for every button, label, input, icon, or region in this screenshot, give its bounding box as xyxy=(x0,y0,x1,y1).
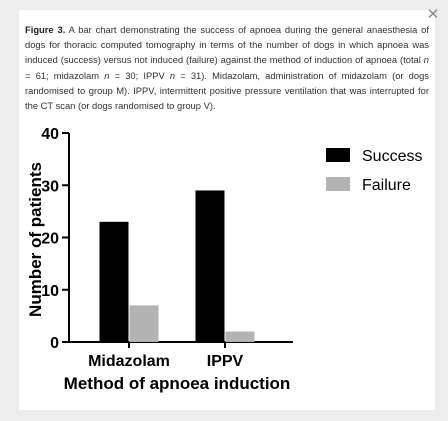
close-icon[interactable]: ✕ xyxy=(426,5,440,23)
bar-failure-ippv xyxy=(225,331,255,342)
caption-text-4: = 31). Midazolam, administration of mida… xyxy=(25,69,429,112)
caption-text-3: = 30; IPPV xyxy=(109,69,170,81)
chart-bars xyxy=(99,190,255,342)
bar-chart: 0 10 20 30 40 Number of patients Midazolam IPPV… xyxy=(26,126,422,393)
y-tick-label: 10 xyxy=(41,283,59,300)
legend-label-failure: Failure xyxy=(362,177,411,194)
chart-legend: Success Failure xyxy=(326,148,422,194)
y-tick-label: 20 xyxy=(41,231,59,248)
figure-label: Figure 3. xyxy=(25,24,66,35)
y-tick-label: 0 xyxy=(50,335,59,352)
chart-container: 0 10 20 30 40 Number of patients Midazolam IPPV… xyxy=(25,119,429,407)
chart-axes: 0 10 20 30 40 Number of patients Midazolam IPPV… xyxy=(26,126,293,393)
figure-panel xyxy=(19,10,435,410)
bar-success-ippv xyxy=(195,190,225,342)
legend-label-success: Success xyxy=(362,148,422,165)
x-axis-title: Method of apnoea induction xyxy=(64,374,291,393)
y-axis-title: Number of patients xyxy=(26,162,45,317)
caption-n-2: n xyxy=(104,69,110,81)
caption-n-1: n xyxy=(423,54,429,66)
x-tick-label: IPPV xyxy=(207,353,244,370)
y-tick-label: 40 xyxy=(41,126,59,143)
caption-text-2: = 61; midazolam xyxy=(25,69,105,81)
caption-text-1: A bar chart demonstrating the success of… xyxy=(25,24,429,66)
legend-swatch-failure xyxy=(326,177,350,191)
x-tick-label: Midazolam xyxy=(88,353,170,370)
y-tick-label: 30 xyxy=(41,178,59,195)
legend-swatch-success xyxy=(326,148,350,162)
bar-failure-midazolam xyxy=(129,305,159,342)
caption-n-3: n xyxy=(169,69,176,81)
bar-success-midazolam xyxy=(99,221,129,342)
figure-caption: Figure 3. A bar chart demonstrating the … xyxy=(25,22,429,113)
